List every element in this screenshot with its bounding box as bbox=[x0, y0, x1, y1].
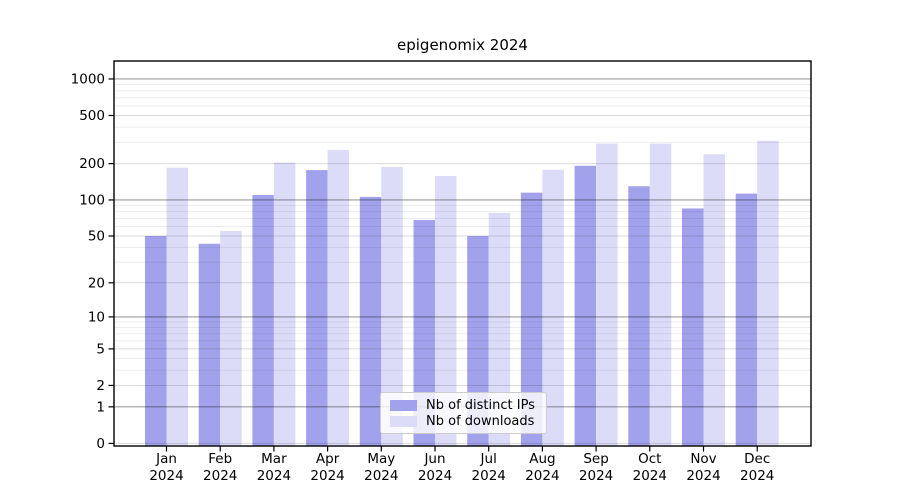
x-tick-label-year: 2024 bbox=[418, 468, 452, 484]
x-tick-label-month: May bbox=[367, 451, 395, 467]
x-tick-label-month: Oct bbox=[638, 451, 661, 467]
x-tick-label-year: 2024 bbox=[525, 468, 559, 484]
x-tick-label-year: 2024 bbox=[579, 468, 613, 484]
y-tick-label: 20 bbox=[88, 275, 105, 291]
bar-downloads-apr bbox=[327, 149, 350, 446]
bar-downloads-sep bbox=[596, 143, 618, 446]
x-tick-label-month: Dec bbox=[744, 451, 770, 467]
x-tick-label-year: 2024 bbox=[257, 468, 291, 484]
x-tick-label-month: Jan bbox=[155, 451, 177, 467]
y-tick-label: 100 bbox=[79, 192, 105, 208]
bar-downloads-feb bbox=[220, 231, 242, 446]
axes-frame bbox=[113, 60, 812, 447]
legend-label-downloads: Nb of downloads bbox=[426, 413, 535, 429]
bar-downloads-oct bbox=[649, 143, 672, 446]
bar-downloads-jan bbox=[166, 167, 188, 446]
x-tick-label-month: Mar bbox=[261, 451, 287, 467]
y-tick-label: 1 bbox=[96, 399, 105, 415]
y-tick-label: 200 bbox=[79, 156, 105, 172]
x-tick-label-year: 2024 bbox=[203, 468, 237, 484]
y-tick-label: 50 bbox=[88, 228, 105, 244]
bar-downloads-mar bbox=[273, 162, 296, 447]
bar-distinct-ips-jun bbox=[413, 220, 435, 446]
bar-downloads-jul bbox=[488, 212, 511, 446]
x-tick-label-month: Jul bbox=[480, 451, 497, 467]
legend-swatch-distinct-ips bbox=[390, 399, 417, 411]
legend: Nb of distinct IPs Nb of downloads bbox=[380, 392, 547, 434]
bar-distinct-ips-jan bbox=[145, 235, 167, 446]
bar-distinct-ips-nov bbox=[682, 208, 704, 446]
x-tick-label-year: 2024 bbox=[472, 468, 506, 484]
bar-distinct-ips-apr bbox=[306, 170, 328, 446]
bar-distinct-ips-dec bbox=[735, 193, 758, 446]
bar-downloads-jun bbox=[435, 176, 457, 446]
y-tick-label: 2 bbox=[96, 378, 105, 394]
y-tick-label: 1000 bbox=[71, 71, 105, 87]
legend-item-distinct-ips: Nb of distinct IPs bbox=[390, 399, 546, 412]
x-tick-label-year: 2024 bbox=[364, 468, 398, 484]
bar-downloads-aug bbox=[542, 169, 564, 447]
chart-title: epigenomix 2024 bbox=[397, 36, 528, 54]
bar-distinct-ips-oct bbox=[628, 186, 650, 446]
bar-downloads-may bbox=[381, 166, 403, 447]
bar-distinct-ips-may bbox=[359, 196, 382, 446]
bar-distinct-ips-mar bbox=[252, 194, 274, 446]
x-tick-label-year: 2024 bbox=[633, 468, 667, 484]
x-tick-label-year: 2024 bbox=[149, 468, 183, 484]
bar-downloads-nov bbox=[703, 154, 725, 446]
legend-swatch-downloads bbox=[390, 415, 417, 427]
y-tick-label: 5 bbox=[96, 341, 105, 357]
x-tick-label-year: 2024 bbox=[686, 468, 720, 484]
x-tick-label-month: Nov bbox=[690, 451, 716, 467]
x-tick-label-month: Jun bbox=[423, 451, 445, 467]
x-tick-label-month: Sep bbox=[583, 451, 608, 467]
legend-item-downloads: Nb of downloads bbox=[390, 415, 546, 428]
y-tick-label: 10 bbox=[88, 309, 105, 325]
legend-label-distinct-ips: Nb of distinct IPs bbox=[426, 397, 535, 413]
x-tick-label-month: Feb bbox=[208, 451, 232, 467]
y-tick-label: 0 bbox=[96, 436, 105, 452]
y-tick-label: 500 bbox=[79, 108, 105, 124]
bar-downloads-dec bbox=[757, 140, 779, 447]
x-tick-label-year: 2024 bbox=[740, 468, 774, 484]
x-tick-label-month: Aug bbox=[529, 451, 555, 467]
bar-distinct-ips-feb bbox=[198, 243, 221, 446]
x-tick-label-year: 2024 bbox=[310, 468, 344, 484]
x-tick-label-month: Apr bbox=[316, 451, 340, 467]
bar-distinct-ips-aug bbox=[520, 192, 543, 446]
bar-distinct-ips-sep bbox=[574, 165, 597, 446]
